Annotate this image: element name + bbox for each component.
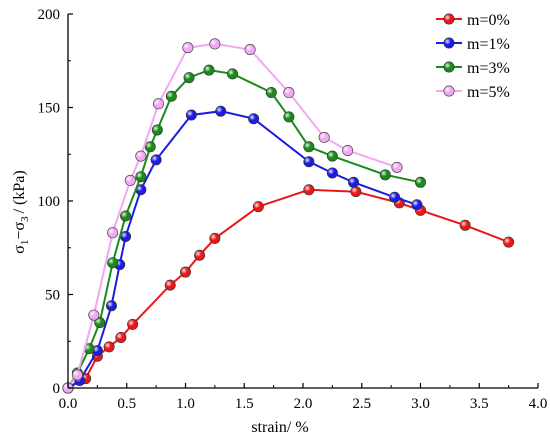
data-point-highlight: [183, 72, 195, 83]
y-axis-label: σ1−σ3 / (kPa): [11, 170, 31, 253]
ticks: 0.0 0.5 1.0 1.5 2.0 2.5 3.0 3.5 4.0 0 50 100 150 200: [38, 7, 548, 412]
legend-label: m=5%: [467, 84, 510, 101]
data-point-highlight: [103, 341, 115, 353]
data-point-highlight: [342, 145, 353, 156]
data-point-highlight: [135, 150, 147, 162]
legend-marker-highlight: [443, 85, 455, 97]
data-point-highlight: [327, 150, 338, 162]
x-tick-label: 3.0: [411, 396, 430, 412]
data-point-highlight: [503, 236, 514, 248]
data-point-highlight: [209, 38, 221, 50]
legend-marker-highlight: [443, 61, 455, 73]
data-point-highlight: [153, 98, 164, 109]
data-point-highlight: [83, 343, 95, 354]
x-tick-label: 3.5: [470, 396, 489, 412]
y-axis-label-dash: −σ: [11, 222, 28, 240]
series-line: [67, 188, 509, 389]
data-point-highlight: [227, 68, 238, 80]
data-point-highlight: [350, 186, 362, 197]
data-point-highlight: [194, 250, 205, 261]
data-point-highlight: [152, 124, 163, 136]
data-point-highlight: [283, 87, 295, 98]
data-point-highlight: [459, 220, 471, 231]
data-point-highlight: [182, 42, 194, 53]
legend-label: m=1%: [467, 36, 510, 53]
data-point-highlight: [107, 257, 118, 268]
data-point-highlight: [72, 369, 83, 381]
data-point-highlight: [303, 184, 315, 195]
data-point-highlight: [389, 192, 400, 203]
legend-marker-highlight: [443, 37, 455, 49]
y-tick-label: 100: [38, 194, 61, 210]
x-tick-label: 1.5: [235, 396, 254, 412]
data-point-highlight: [303, 141, 315, 152]
data-point-highlight: [327, 167, 338, 179]
data-point-highlight: [248, 113, 259, 124]
data-point-highlight: [125, 175, 136, 186]
legend-label: m=3%: [467, 60, 510, 77]
data-point-highlight: [203, 64, 215, 76]
data-point-highlight: [283, 111, 295, 123]
x-tick-label: 2.0: [294, 396, 313, 412]
y-tick-label: 150: [38, 101, 61, 117]
x-tick-label: 4.0: [529, 396, 548, 412]
legend: m=0% m=1% m=3% m=5%: [436, 12, 510, 101]
legend-label: m=0%: [467, 12, 510, 29]
data-point-highlight: [209, 233, 221, 244]
data-point-highlight: [88, 309, 100, 321]
data-point-highlight: [180, 266, 191, 278]
legend-item: m=1%: [436, 36, 510, 53]
data-point-highlight: [165, 279, 176, 291]
data-point-highlight: [186, 109, 197, 121]
data-point-highlight: [92, 345, 103, 356]
data-point-highlight: [411, 199, 423, 210]
series-3: [62, 38, 403, 394]
data-point-highlight: [244, 44, 256, 55]
x-tick-label: 0.5: [117, 396, 136, 412]
series-line: [67, 42, 398, 389]
data-point-highlight: [150, 154, 162, 166]
data-point-highlight: [266, 87, 277, 98]
series-line: [67, 110, 418, 389]
y-axis-label-sigma: σ: [11, 245, 28, 254]
data-point-highlight: [215, 106, 226, 117]
series-layer: [62, 38, 515, 394]
x-tick-label: 1.0: [176, 396, 195, 412]
legend-marker-highlight: [443, 13, 455, 25]
data-point-highlight: [303, 156, 315, 167]
data-point-highlight: [135, 184, 147, 195]
data-point-highlight: [318, 132, 330, 143]
x-tick-label: 0.0: [59, 396, 78, 412]
data-point-highlight: [115, 332, 127, 343]
x-axis-label: strain/ %: [251, 419, 308, 436]
data-point-highlight: [135, 171, 147, 182]
data-point-highlight: [107, 227, 118, 238]
data-point-highlight: [94, 317, 105, 328]
data-point-highlight: [120, 210, 131, 222]
y-tick-label: 0: [53, 381, 61, 397]
data-point-highlight: [348, 177, 359, 188]
data-point-highlight: [380, 169, 391, 181]
data-point-highlight: [145, 141, 156, 152]
y-axis-label-tail: / (kPa): [11, 170, 28, 213]
y-tick-label: 200: [38, 7, 61, 23]
series-1: [62, 105, 423, 394]
data-point-highlight: [106, 300, 117, 311]
legend-item: m=0%: [436, 12, 510, 29]
series-2: [62, 64, 426, 394]
data-point-highlight: [391, 162, 403, 173]
data-point-highlight: [415, 177, 426, 188]
data-point-highlight: [127, 319, 138, 330]
data-point-highlight: [120, 231, 131, 242]
legend-item: m=5%: [436, 84, 510, 101]
data-point-highlight: [166, 91, 177, 102]
y-axis-label-sub1: 1: [19, 240, 31, 246]
y-tick-label: 50: [45, 288, 60, 304]
legend-item: m=3%: [436, 60, 510, 77]
y-axis-label-sub3: 3: [19, 216, 31, 222]
data-point-highlight: [253, 201, 264, 212]
x-tick-label: 2.5: [352, 396, 371, 412]
